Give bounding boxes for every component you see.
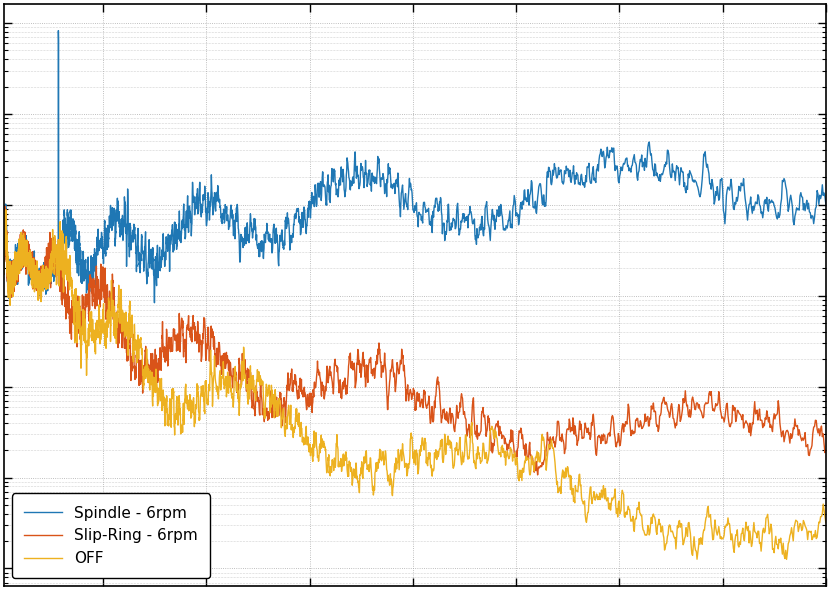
- Slip-Ring - 6rpm: [6, 275, 16, 282]
- Line: Spindle - 6rpm: Spindle - 6rpm: [4, 31, 826, 303]
- OFF: [782, 556, 792, 563]
- Slip-Ring - 6rpm: [0, 268, 9, 275]
- Spindle - 6rpm: [124, 236, 134, 243]
- OFF: [6, 278, 16, 285]
- Spindle - 6rpm: [27, 265, 37, 272]
- Slip-Ring - 6rpm: [211, 352, 221, 359]
- Spindle - 6rpm: [0, 251, 9, 258]
- OFF: [317, 439, 327, 446]
- Slip-Ring - 6rpm: [533, 471, 543, 478]
- Line: Slip-Ring - 6rpm: Slip-Ring - 6rpm: [4, 206, 826, 475]
- Slip-Ring - 6rpm: [94, 289, 104, 296]
- Slip-Ring - 6rpm: [124, 324, 134, 331]
- OFF: [94, 303, 104, 310]
- Line: OFF: OFF: [4, 210, 826, 559]
- Slip-Ring - 6rpm: [27, 254, 37, 261]
- Spindle - 6rpm: [149, 299, 159, 306]
- Spindle - 6rpm: [211, 208, 221, 215]
- Spindle - 6rpm: [94, 238, 104, 245]
- OFF: [0, 262, 9, 269]
- Slip-Ring - 6rpm: [317, 379, 327, 386]
- OFF: [27, 263, 37, 270]
- OFF: [1, 206, 11, 214]
- OFF: [211, 377, 221, 384]
- Spindle - 6rpm: [318, 168, 328, 175]
- OFF: [821, 519, 830, 526]
- Slip-Ring - 6rpm: [821, 447, 830, 454]
- Legend: Spindle - 6rpm, Slip-Ring - 6rpm, OFF: Spindle - 6rpm, Slip-Ring - 6rpm, OFF: [12, 493, 211, 578]
- OFF: [124, 306, 134, 313]
- Slip-Ring - 6rpm: [0, 203, 10, 210]
- Spindle - 6rpm: [6, 267, 16, 274]
- Spindle - 6rpm: [821, 201, 830, 208]
- Spindle - 6rpm: [53, 27, 63, 34]
